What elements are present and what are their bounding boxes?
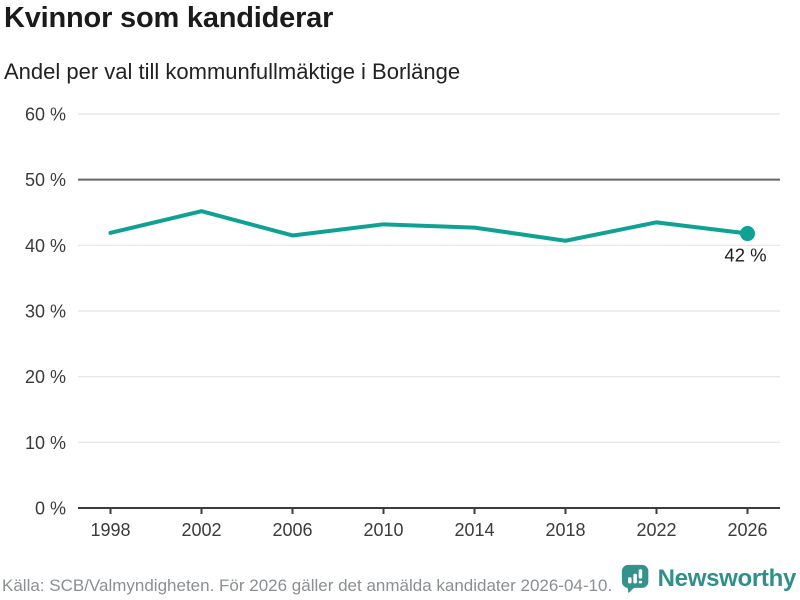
x-axis-label: 2018 — [545, 520, 585, 540]
x-axis-label: 1998 — [90, 520, 130, 540]
newsworthy-bubble-bar-chart-icon — [621, 564, 648, 594]
chart-title: Kvinnor som kandiderar — [4, 2, 334, 34]
y-axis-label: 0 % — [35, 499, 66, 519]
x-axis-label: 2006 — [272, 520, 312, 540]
end-point-label: 42 % — [724, 245, 766, 266]
end-point-marker — [740, 226, 755, 242]
x-axis-label: 2014 — [454, 520, 494, 540]
x-axis-label: 2026 — [727, 520, 767, 540]
source-note: Källa: SCB/Valmyndigheten. För 2026 gäll… — [2, 576, 613, 595]
y-axis-label: 20 % — [25, 367, 66, 387]
newsworthy-logo[interactable]: Newsworthy — [621, 563, 796, 595]
y-axis-label: 50 % — [25, 170, 66, 190]
x-axis-label: 2010 — [363, 520, 403, 540]
y-axis-label: 30 % — [25, 302, 66, 322]
chart-subtitle: Andel per val till kommunfullmäktige i B… — [4, 59, 461, 84]
newsworthy-wordmark: Newsworthy — [657, 565, 797, 592]
x-axis-label: 2002 — [181, 520, 221, 540]
y-axis-label: 40 % — [25, 236, 66, 256]
y-axis-label: 10 % — [25, 433, 66, 453]
data-line — [108, 209, 750, 243]
y-axis-label: 60 % — [25, 105, 66, 125]
x-axis-label: 2022 — [636, 520, 676, 540]
